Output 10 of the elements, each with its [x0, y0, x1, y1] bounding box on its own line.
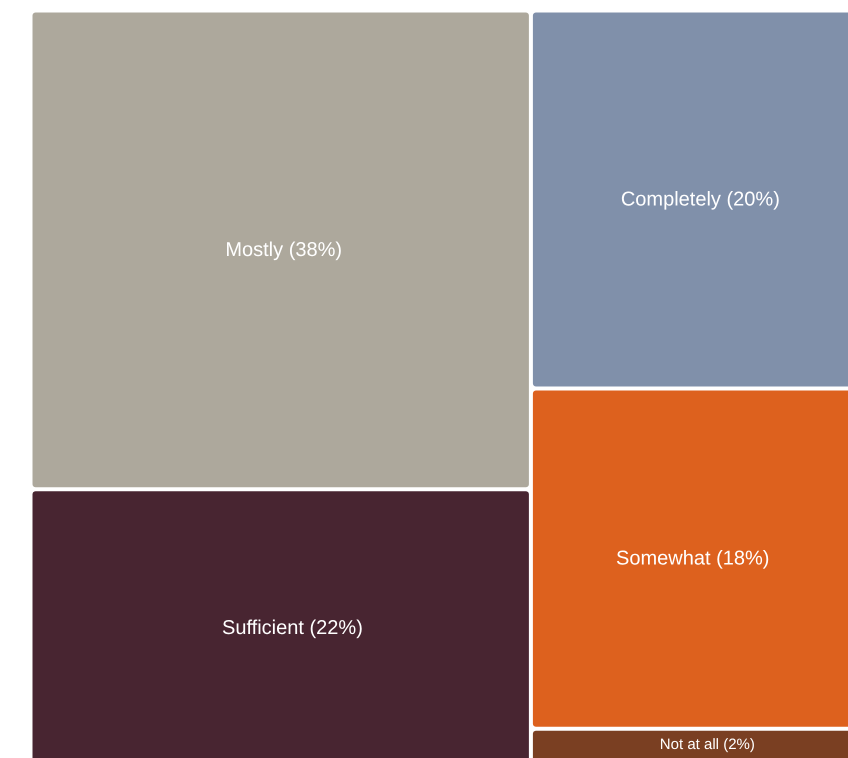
category-label: Somewhat — [616, 548, 711, 570]
data-label: (2%) — [723, 736, 755, 754]
data-label: (20%) — [726, 188, 780, 210]
data-label: (38%) — [288, 238, 342, 261]
data-label: (22%) — [310, 616, 363, 639]
category-label: Not at all — [660, 736, 720, 754]
data-label: (18%) — [716, 548, 770, 570]
category-label: Completely — [620, 188, 721, 210]
category-label: Sufficient — [222, 616, 304, 639]
category-label: Mostly — [225, 238, 284, 261]
